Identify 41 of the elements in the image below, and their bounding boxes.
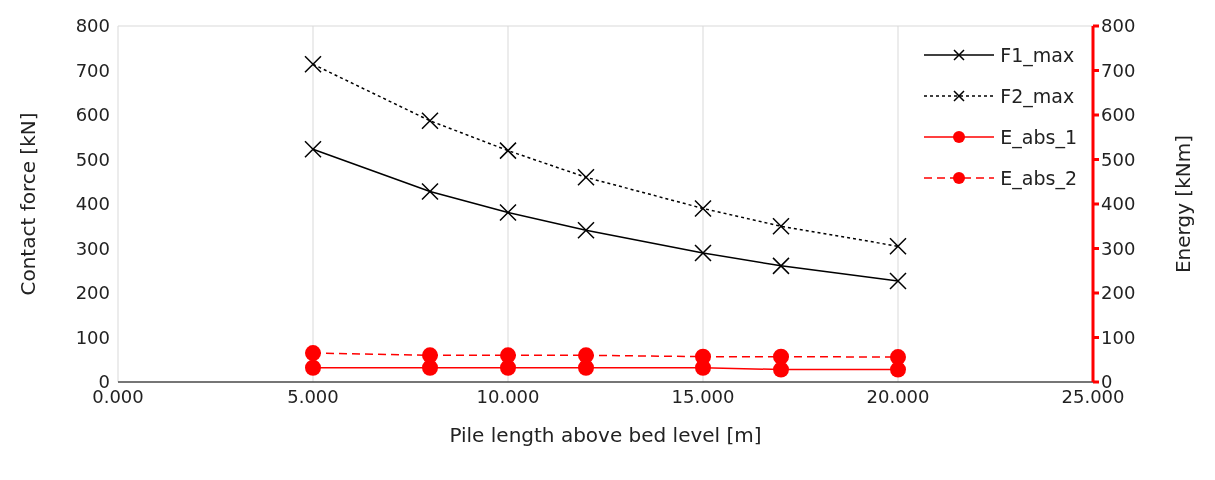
y-tick-label: 400: [75, 193, 110, 215]
y-tick-label: 300: [75, 237, 110, 259]
y2-tick-label: 800: [1101, 15, 1136, 37]
legend-label: F1_max: [1000, 43, 1075, 66]
y2-tick-label: 300: [1101, 237, 1136, 259]
y2-axis-title: Energy [kNm]: [1171, 134, 1196, 274]
point: [577, 168, 595, 187]
y2-tick-label: 200: [1101, 282, 1136, 304]
legend-label: E_abs_2: [1000, 166, 1077, 189]
x-tick-label: 15.000: [671, 385, 735, 407]
legend-label: F2_max: [1000, 84, 1075, 107]
y-axis-title: Contact force [kN]: [16, 112, 41, 296]
legend-label: E_abs_1: [1000, 125, 1077, 148]
point: [889, 237, 907, 256]
x-tick-label: 5.000: [287, 385, 339, 407]
point: [889, 272, 907, 290]
point: [499, 203, 517, 222]
y2-tick-label: 100: [1101, 326, 1136, 348]
point: [421, 182, 439, 201]
y-tick-label: 800: [75, 15, 110, 37]
y-tick-label: 700: [75, 59, 110, 81]
point: [421, 112, 439, 130]
point: [772, 217, 790, 235]
y2-tick-label: 600: [1101, 104, 1136, 126]
x-tick-label: 20.000: [866, 385, 930, 407]
point: [577, 221, 595, 240]
point: [304, 140, 322, 159]
y-tick-label: 600: [75, 104, 110, 126]
point: [499, 141, 517, 160]
point: [772, 257, 790, 275]
y-tick-label: 500: [75, 148, 110, 170]
x-axis-title: Pile length above bed level [m]: [449, 423, 762, 447]
x-tick-label: 10.000: [476, 385, 540, 407]
y2-tick-label: 500: [1101, 148, 1136, 170]
point: [694, 244, 712, 262]
y2-tick-label: 700: [1101, 59, 1136, 81]
y-tick-label: 200: [75, 282, 110, 304]
y-tick-label: 100: [75, 326, 110, 348]
point: [694, 199, 712, 218]
y2-tick-label: 400: [1101, 193, 1136, 215]
point: [304, 55, 322, 74]
